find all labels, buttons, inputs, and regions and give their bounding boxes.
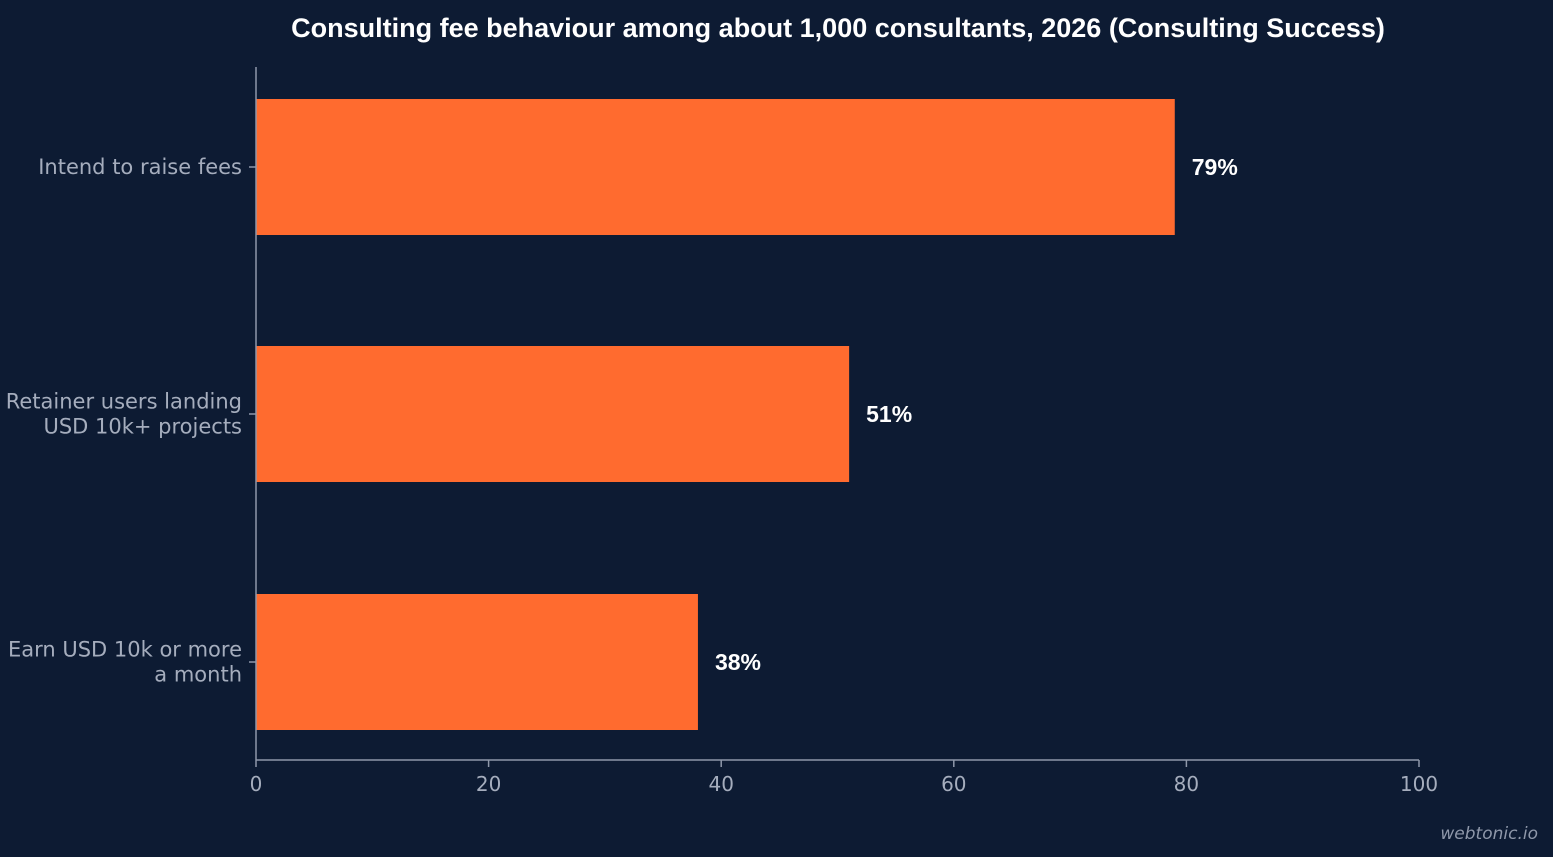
bars-layer: 79% 51% 38% bbox=[256, 99, 1238, 730]
category-label-2-line-2: USD 10k+ projects bbox=[43, 415, 242, 439]
x-tick-label-100: 100 bbox=[1400, 772, 1438, 796]
bar-2 bbox=[256, 346, 850, 482]
value-label-2: 51% bbox=[866, 401, 912, 427]
axes-layer: Intend to raise fees Retainer users landi… bbox=[6, 67, 1438, 796]
x-tick-label-80: 80 bbox=[1174, 772, 1199, 796]
category-label-1: Intend to raise fees bbox=[38, 155, 242, 179]
x-tick-label-20: 20 bbox=[476, 772, 501, 796]
category-label-2-line-1: Retainer users landing bbox=[6, 390, 242, 414]
value-label-1: 79% bbox=[1192, 154, 1238, 180]
x-tick-label-60: 60 bbox=[941, 772, 966, 796]
value-label-3: 38% bbox=[715, 649, 761, 675]
category-label-3-line-1: Earn USD 10k or more bbox=[8, 638, 242, 662]
bar-1 bbox=[256, 99, 1175, 235]
category-label-3-line-2: a month bbox=[154, 663, 242, 687]
x-tick-label-40: 40 bbox=[708, 772, 733, 796]
x-tick-label-0: 0 bbox=[250, 772, 263, 796]
chart-title: Consulting fee behaviour among about 1,0… bbox=[291, 13, 1385, 43]
bar-3 bbox=[256, 594, 698, 730]
watermark-text: webtonic.io bbox=[1440, 824, 1538, 844]
